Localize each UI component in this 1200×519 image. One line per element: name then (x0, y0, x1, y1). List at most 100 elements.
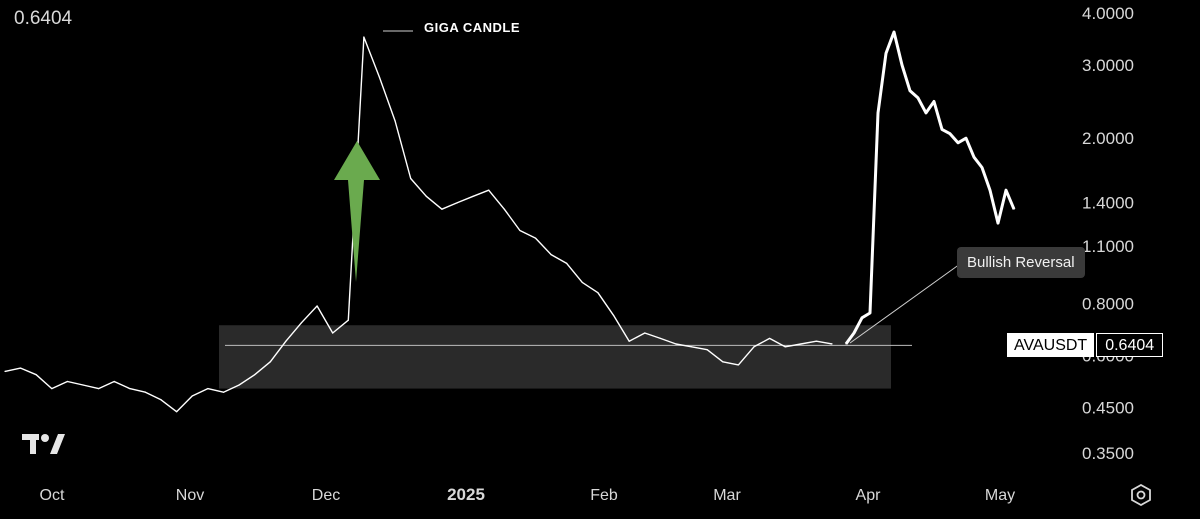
data-point (191, 395, 193, 397)
y-tick-label: 3.0000 (1082, 56, 1134, 75)
data-point (659, 337, 661, 340)
data-point (706, 349, 708, 351)
data-point (441, 208, 443, 210)
data-point (909, 90, 911, 92)
symbol-price-badge[interactable]: AVAUSDT 0.6404 (1007, 333, 1164, 357)
data-point (160, 399, 162, 401)
x-tick-label: Oct (40, 487, 65, 504)
data-point (949, 133, 951, 135)
symbol-name: AVAUSDT (1007, 333, 1095, 357)
x-tick-label: May (985, 487, 1015, 504)
data-point (534, 237, 537, 239)
giga-candle-label: GIGA CANDLE (424, 20, 520, 35)
data-point (425, 195, 427, 197)
data-point (784, 346, 786, 348)
data-point (973, 156, 975, 158)
data-point (332, 332, 334, 334)
data-point (722, 361, 724, 363)
data-point (66, 380, 69, 383)
data-point (222, 391, 225, 393)
data-point (410, 177, 412, 180)
data-point (885, 52, 887, 54)
y-tick-label: 0.8000 (1082, 295, 1134, 314)
x-tick-label: Apr (856, 487, 882, 504)
data-point (800, 343, 802, 345)
data-point (35, 374, 37, 376)
data-point (644, 332, 646, 334)
data-point (488, 189, 490, 191)
data-point (925, 112, 927, 114)
data-point (254, 374, 256, 376)
data-point (690, 346, 693, 348)
data-point (176, 411, 178, 413)
data-point (20, 367, 22, 369)
data-point (675, 343, 677, 345)
data-point (4, 370, 6, 372)
data-point (581, 281, 583, 284)
data-point (566, 262, 568, 264)
data-point (753, 346, 755, 348)
y-tick-label: 0.3500 (1082, 444, 1134, 463)
data-point (347, 319, 349, 321)
data-point (129, 387, 131, 390)
data-point (285, 340, 287, 342)
arrow-layer (334, 141, 380, 282)
bullish-arrow (334, 141, 380, 282)
data-point (98, 387, 100, 390)
data-point (981, 166, 983, 169)
data-point (965, 137, 967, 139)
x-tick-label: 2025 (447, 485, 485, 504)
x-axis: Oct Nov Dec 2025 Feb Mar Apr May (40, 485, 1016, 504)
last-price-label: 0.6404 (14, 8, 73, 29)
y-tick-label: 4.0000 (1082, 4, 1134, 23)
data-point (917, 97, 919, 99)
x-tick-label: Mar (713, 487, 741, 504)
data-point (893, 31, 895, 33)
data-point (877, 112, 879, 114)
data-point (612, 314, 615, 316)
data-point (300, 322, 303, 324)
data-point (113, 380, 115, 383)
data-point (472, 195, 474, 197)
data-point (853, 332, 855, 334)
y-tick-label: 1.1000 (1082, 237, 1134, 256)
symbol-price: 0.6404 (1096, 333, 1164, 357)
data-point (51, 387, 53, 390)
data-point (238, 384, 240, 386)
data-point (869, 312, 871, 314)
data-point (363, 36, 365, 38)
x-tick-label: Feb (590, 487, 618, 504)
data-point (768, 337, 771, 340)
data-point (144, 391, 147, 393)
data-point (550, 253, 552, 256)
data-point (933, 100, 935, 103)
data-point (1013, 208, 1015, 210)
tradingview-logo-icon[interactable] (22, 432, 66, 461)
data-point (831, 343, 833, 345)
y-tick-label: 1.4000 (1082, 194, 1134, 213)
data-point (207, 387, 209, 390)
data-point (378, 76, 381, 79)
bullish-reversal-callout: Bullish Reversal (957, 247, 1085, 278)
data-point (1005, 189, 1007, 191)
data-point (815, 340, 817, 342)
y-tick-label: 2.0000 (1082, 129, 1134, 148)
data-point (901, 64, 903, 66)
data-point (269, 361, 271, 363)
data-point (597, 292, 599, 294)
data-point (82, 384, 84, 386)
data-point (861, 317, 863, 319)
data-point (997, 222, 999, 224)
data-point (957, 142, 959, 144)
data-point (941, 128, 943, 130)
data-point (519, 229, 521, 232)
projection-series-line (844, 30, 1016, 345)
settings-hexagon-icon[interactable] (1130, 483, 1152, 511)
x-tick-label: Nov (176, 487, 204, 504)
data-point (394, 120, 396, 122)
data-point (316, 305, 318, 307)
support-zone (219, 325, 891, 389)
y-axis: 4.00003.00002.00001.40001.10000.80000.60… (1082, 4, 1134, 463)
data-point (737, 364, 739, 366)
